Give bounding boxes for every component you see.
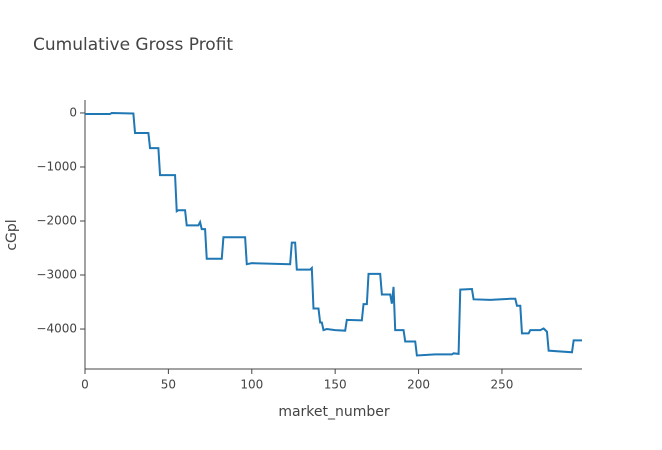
line-series — [85, 111, 582, 357]
y-tick-label: −4000 — [36, 322, 77, 336]
x-tick-label: 50 — [161, 378, 176, 392]
x-tick-label: 250 — [490, 378, 513, 392]
y-tick-label: −3000 — [36, 268, 77, 282]
x-tick-label: 100 — [240, 378, 263, 392]
x-tick-label: 150 — [324, 378, 347, 392]
y-tick-label: −1000 — [36, 159, 77, 173]
y-tick-label: −2000 — [36, 213, 77, 227]
x-axis-label: market_number — [278, 404, 390, 420]
x-tick-label: 200 — [407, 378, 430, 392]
x-tick-label: 0 — [81, 378, 89, 392]
y-axis-label: cGpl — [4, 219, 20, 250]
y-tick-label: 0 — [69, 105, 77, 119]
chart-title: Cumulative Gross Profit — [33, 35, 233, 55]
